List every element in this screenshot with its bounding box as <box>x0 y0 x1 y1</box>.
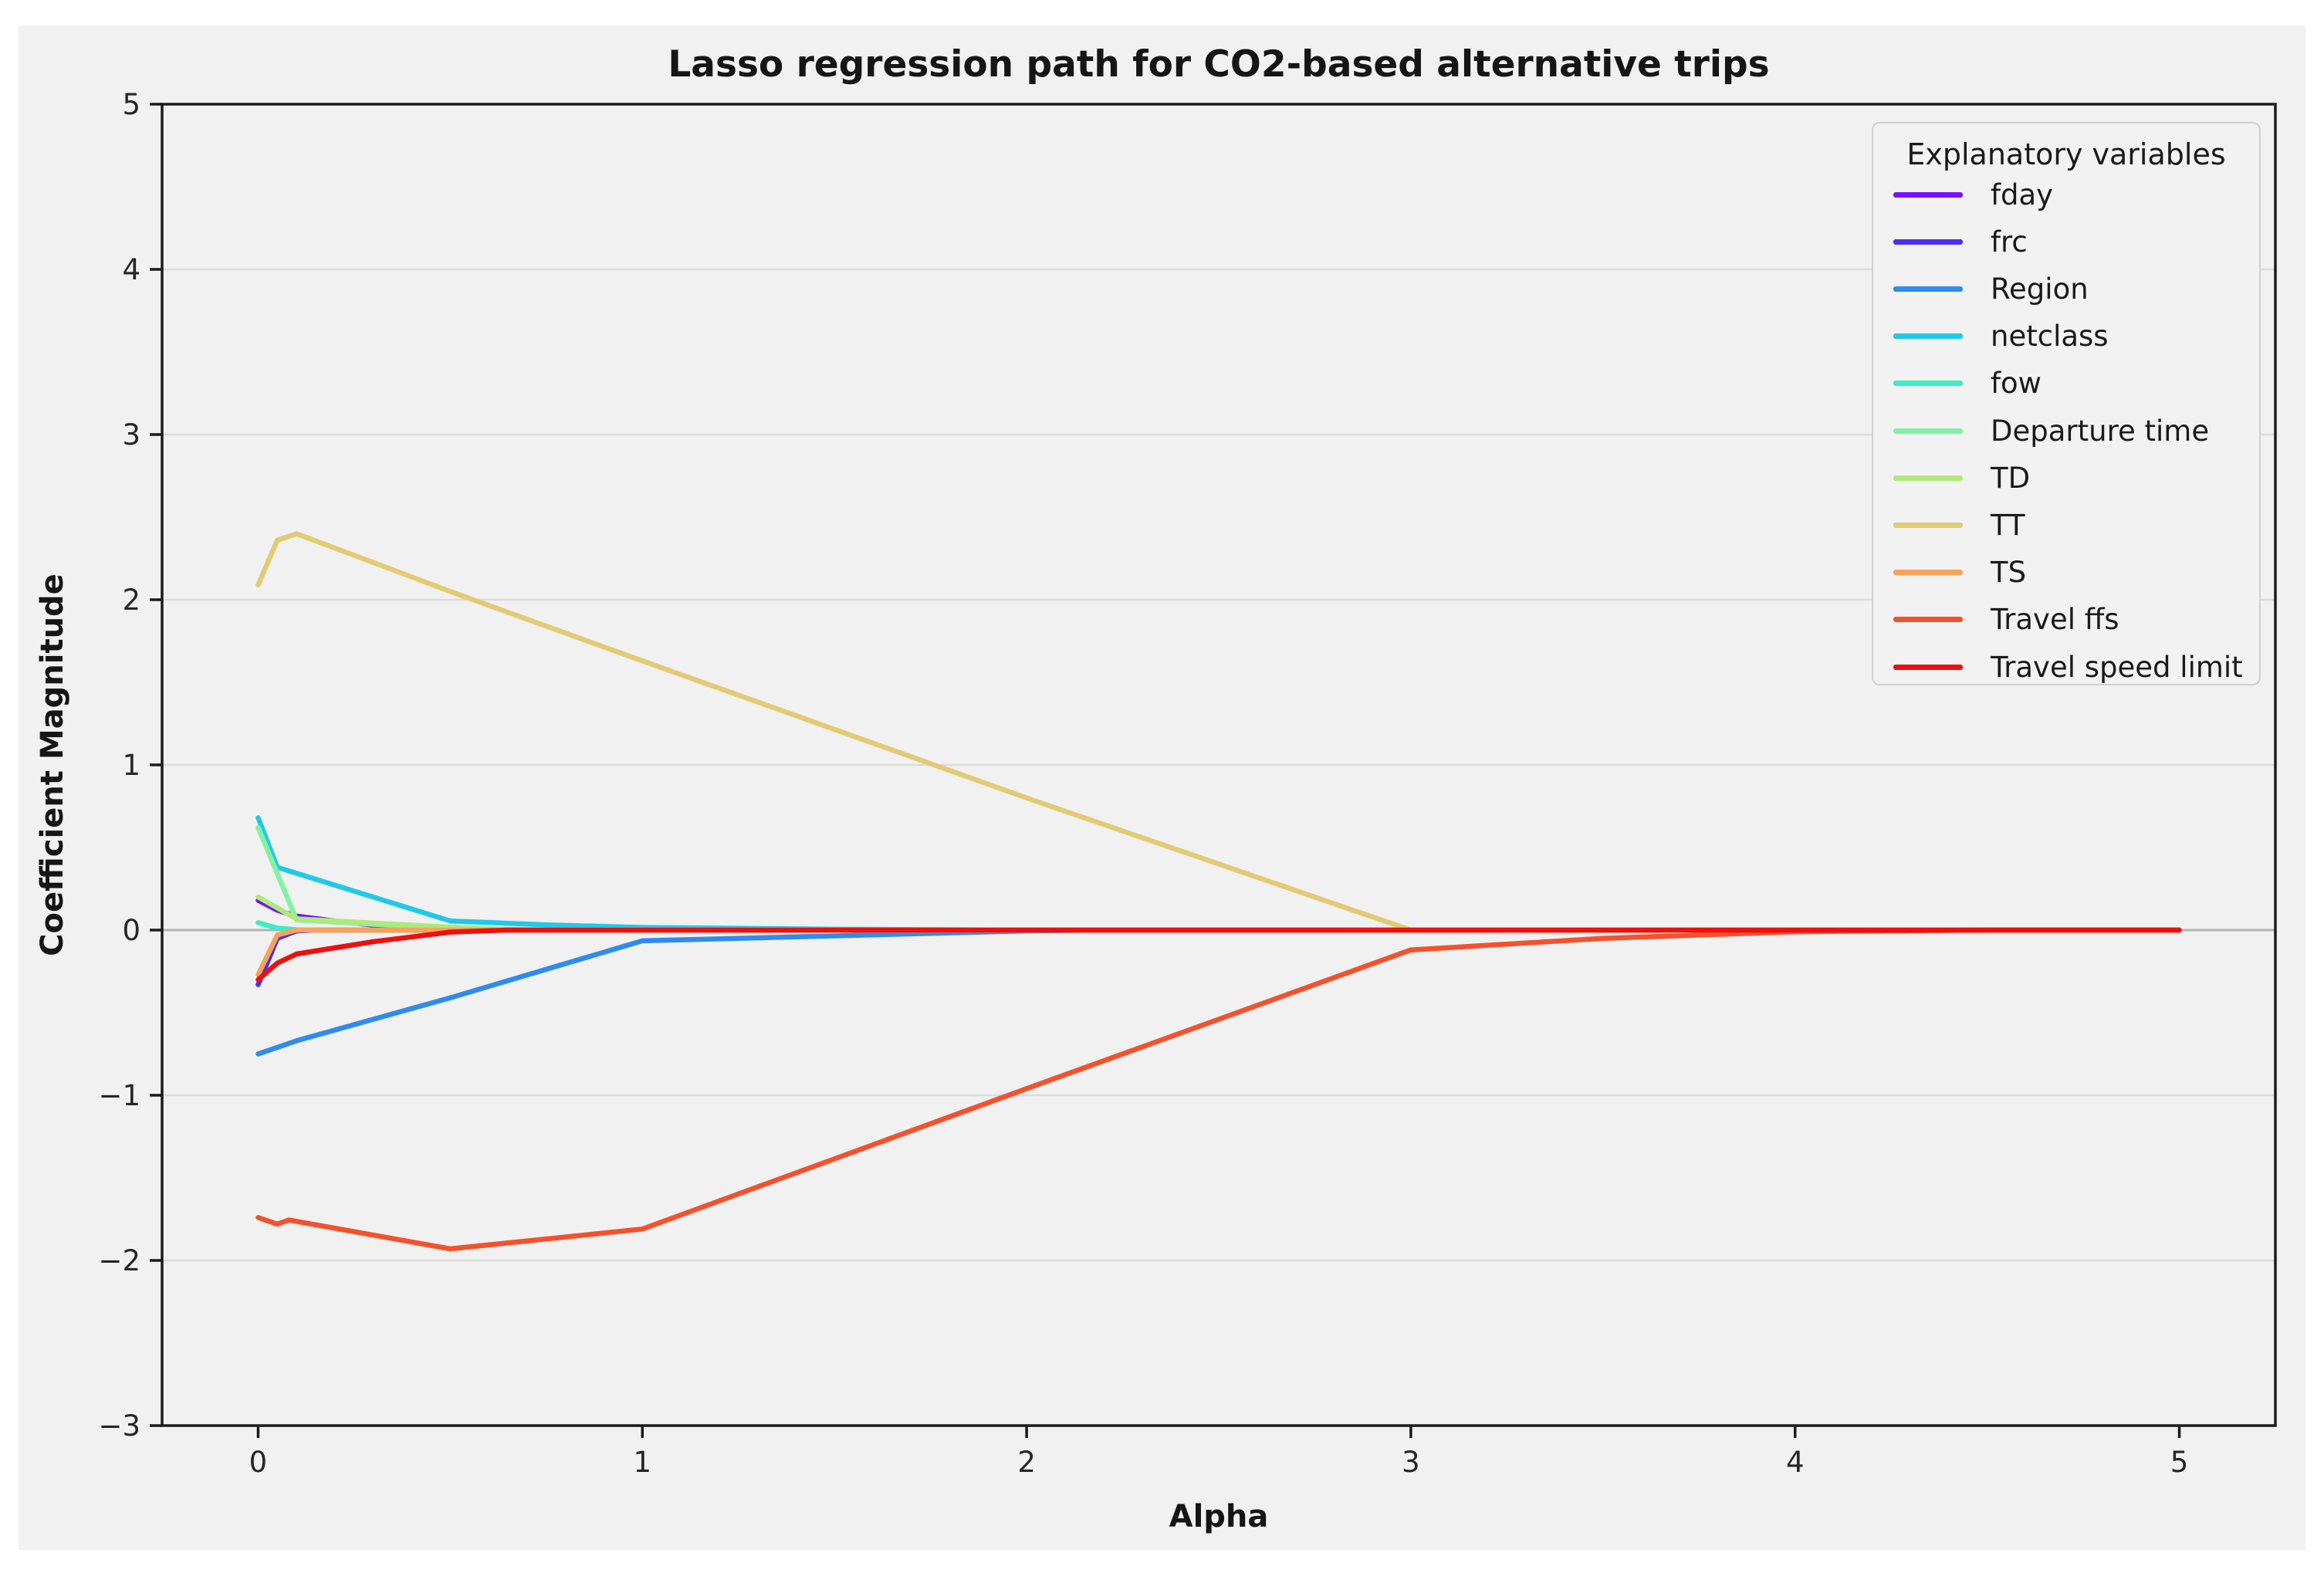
series-line-netclass <box>255 815 2182 933</box>
y-tick-label: −2 <box>98 1244 140 1277</box>
y-tick-label: 5 <box>122 88 140 121</box>
series-line-travel-speed-limit <box>255 927 2182 983</box>
legend-line-swatch <box>1893 191 1963 198</box>
y-tick-label: 1 <box>122 749 140 782</box>
legend-label: fow <box>1991 367 2042 401</box>
legend-entry-travel-speed-limit: Travel speed limit <box>1873 643 2259 691</box>
legend-entry-frc: frc <box>1873 218 2259 266</box>
y-tick-label: 0 <box>122 914 140 947</box>
legend-label: TS <box>1991 556 2027 590</box>
legend-entry-tt: TT <box>1873 501 2259 549</box>
y-tick-label: −3 <box>98 1409 140 1443</box>
legend-line-swatch <box>1893 617 1963 623</box>
legend-label: fday <box>1991 178 2054 211</box>
x-tick-label: 5 <box>2170 1446 2189 1479</box>
legend-label: TT <box>1991 508 2025 542</box>
y-tick-label: 3 <box>122 418 140 452</box>
y-tick-label: 4 <box>122 253 140 286</box>
series-line-frc <box>255 927 2182 987</box>
legend-line-swatch <box>1893 475 1963 481</box>
legend-entry-region: Region <box>1873 265 2259 313</box>
legend-line-swatch <box>1893 381 1963 387</box>
y-tick-label: −1 <box>98 1079 140 1112</box>
legend-entry-td: TD <box>1873 454 2259 502</box>
legend-line-swatch <box>1893 428 1963 434</box>
legend-label: Departure time <box>1991 414 2210 448</box>
x-tick-label: 4 <box>1786 1446 1805 1479</box>
legend-label: Travel speed limit <box>1991 650 2243 684</box>
series-line-region <box>255 927 2182 1057</box>
y-tick-label: 2 <box>122 584 140 617</box>
legend-label: netclass <box>1991 320 2109 354</box>
x-tick-label: 1 <box>633 1446 651 1479</box>
x-axis-label: Alpha <box>1169 1499 1269 1534</box>
legend: Explanatory variables fday frc Region netcl… <box>1872 122 2261 685</box>
legend-entry-netclass: netclass <box>1873 313 2259 360</box>
legend-entry-fow: fow <box>1873 360 2259 408</box>
legend-line-swatch <box>1893 238 1963 245</box>
series-line-travel-ffs <box>255 927 2182 1252</box>
chart-title: Lasso regression path for CO2-based alte… <box>668 43 1770 86</box>
legend-entry-travel-ffs: Travel ffs <box>1873 596 2259 644</box>
legend-entry-fday: fday <box>1873 171 2259 218</box>
legend-label: frc <box>1991 225 2028 259</box>
legend-line-swatch <box>1893 522 1963 528</box>
legend-entry-ts: TS <box>1873 549 2259 597</box>
y-axis-label: Coefficient Magnitude <box>35 573 70 956</box>
legend-label: TD <box>1991 461 2031 495</box>
x-tick-label: 2 <box>1017 1446 1036 1479</box>
legend-label: Region <box>1991 272 2089 306</box>
legend-line-swatch <box>1893 664 1963 670</box>
legend-line-swatch <box>1893 333 1963 340</box>
legend-line-swatch <box>1893 286 1963 292</box>
x-tick-label: 3 <box>1402 1446 1420 1479</box>
legend-entry-departure-time: Departure time <box>1873 407 2259 455</box>
legend-label: Travel ffs <box>1991 603 2119 637</box>
legend-title: Explanatory variables <box>1906 137 2226 171</box>
series-line-tt <box>255 531 2182 933</box>
series-line-departure-time <box>255 825 2182 933</box>
legend-line-swatch <box>1893 570 1963 576</box>
x-tick-label: 0 <box>249 1446 268 1479</box>
